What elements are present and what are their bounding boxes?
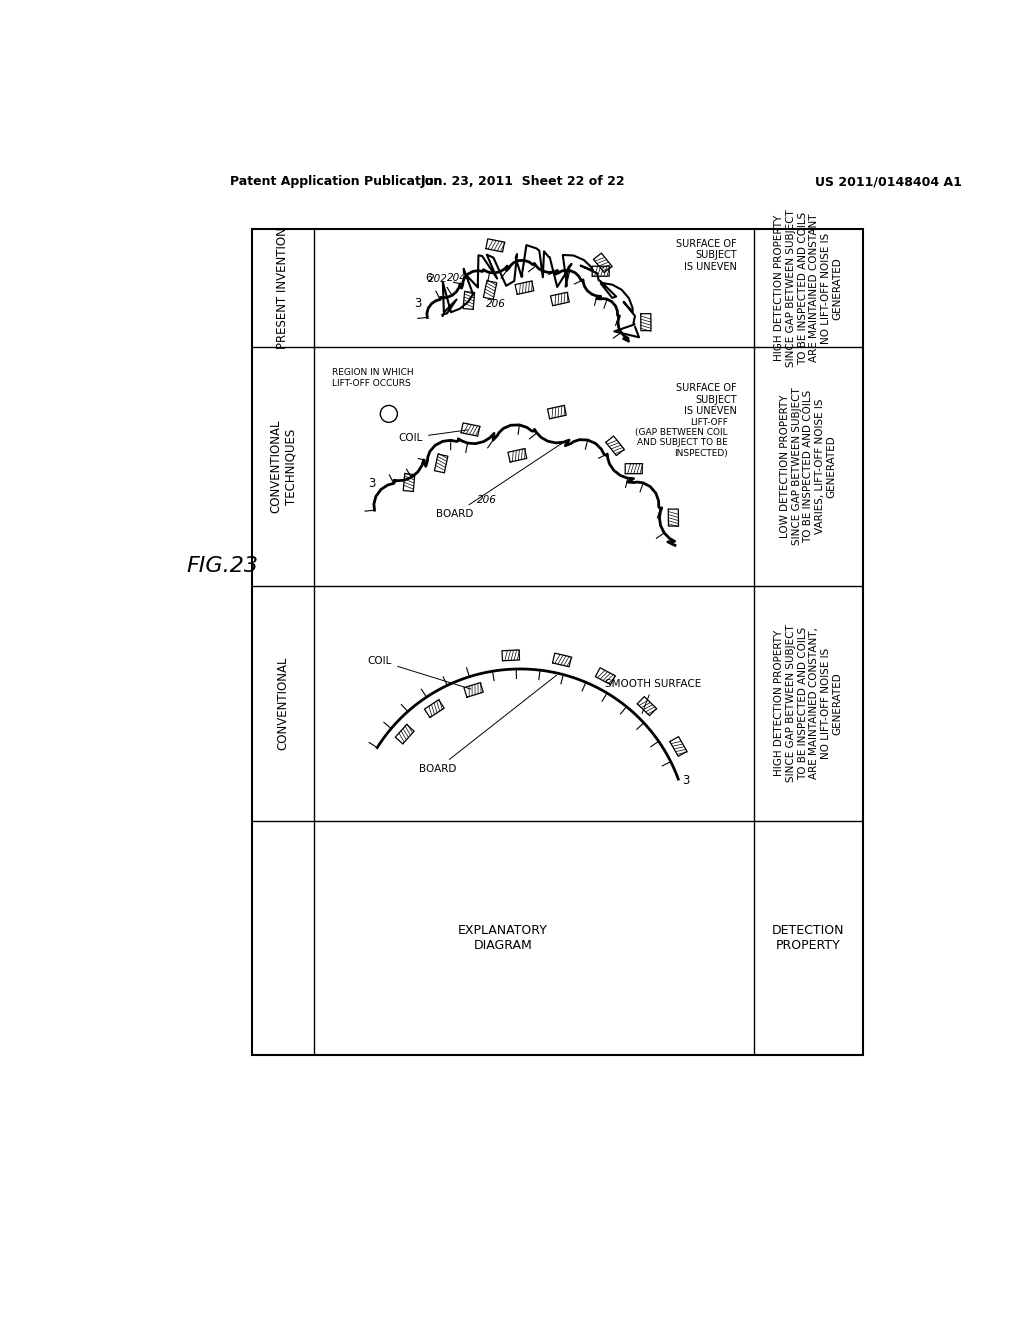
Text: Jun. 23, 2011  Sheet 22 of 22: Jun. 23, 2011 Sheet 22 of 22: [421, 176, 626, 187]
Text: SURFACE OF
SUBJECT
IS UNEVEN: SURFACE OF SUBJECT IS UNEVEN: [676, 239, 736, 272]
Text: FIG.23: FIG.23: [186, 557, 258, 577]
Text: COIL: COIL: [368, 656, 471, 689]
Text: BOARD: BOARD: [436, 444, 561, 519]
Text: 3: 3: [414, 297, 421, 310]
Text: PRESENT INVENTION: PRESENT INVENTION: [276, 227, 290, 348]
Text: US 2011/0148404 A1: US 2011/0148404 A1: [815, 176, 962, 187]
Text: CONVENTIONAL: CONVENTIONAL: [276, 656, 290, 750]
Text: 202: 202: [428, 275, 449, 284]
Text: Patent Application Publication: Patent Application Publication: [230, 176, 442, 187]
Text: REGION IN WHICH
LIFT-OFF OCCURS: REGION IN WHICH LIFT-OFF OCCURS: [332, 368, 414, 388]
Text: BOARD: BOARD: [419, 675, 557, 774]
Bar: [252, 230, 862, 1056]
Text: SMOOTH SURFACE: SMOOTH SURFACE: [605, 680, 701, 714]
Text: LIFT-OFF
(GAP BETWEEN COIL
AND SUBJECT TO BE
INSPECTED): LIFT-OFF (GAP BETWEEN COIL AND SUBJECT T…: [635, 417, 728, 458]
Text: 3: 3: [682, 775, 689, 787]
Text: 3: 3: [368, 477, 376, 490]
Text: COIL: COIL: [398, 430, 468, 442]
Text: EXPLANATORY
DIAGRAM: EXPLANATORY DIAGRAM: [458, 924, 548, 952]
Text: HIGH DETECTION PROPERTY
SINCE GAP BETWEEN SUBJECT
TO BE INSPECTED AND COILS
ARE : HIGH DETECTION PROPERTY SINCE GAP BETWEE…: [774, 624, 843, 781]
Text: HIGH DETECTION PROPERTY
SINCE GAP BETWEEN SUBJECT
TO BE INSPECTED AND COILS
ARE : HIGH DETECTION PROPERTY SINCE GAP BETWEE…: [774, 210, 843, 367]
Text: SURFACE OF
SUBJECT
IS UNEVEN: SURFACE OF SUBJECT IS UNEVEN: [676, 383, 736, 416]
Text: CONVENTIONAL
TECHNIQUES: CONVENTIONAL TECHNIQUES: [269, 420, 297, 513]
Text: 6: 6: [425, 273, 432, 284]
Text: LOW DETECTION PROPERTY
SINCE GAP BETWEEN SUBJECT
TO BE INSPECTED AND COILS
VARIE: LOW DETECTION PROPERTY SINCE GAP BETWEEN…: [780, 388, 837, 545]
Text: DETECTION
PROPERTY: DETECTION PROPERTY: [772, 924, 845, 952]
Text: 206: 206: [485, 300, 506, 309]
Text: 206: 206: [477, 495, 497, 504]
Text: 204: 204: [447, 273, 467, 284]
